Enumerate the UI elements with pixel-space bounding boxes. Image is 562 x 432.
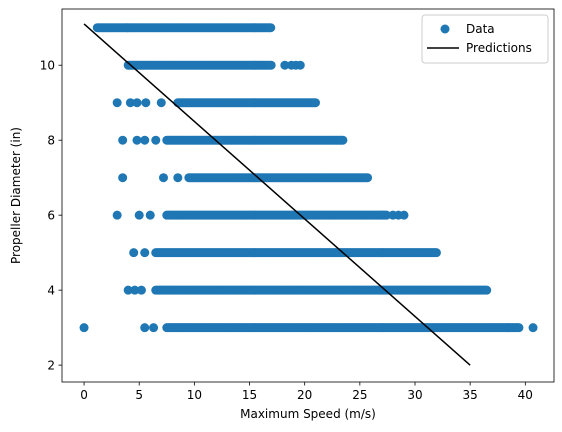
legend-predictions-label: Predictions [466, 41, 532, 55]
data-point [134, 210, 144, 220]
data-point [311, 98, 320, 108]
data-point [125, 98, 135, 108]
data-point [514, 323, 524, 333]
data-point [79, 323, 89, 333]
data-point [130, 285, 140, 295]
y-tick-label: 10 [40, 58, 55, 72]
data-point [338, 135, 348, 145]
x-tick-label: 10 [187, 388, 202, 402]
data-point [158, 173, 168, 183]
x-tick-label: 20 [297, 388, 312, 402]
x-axis-label: Maximum Speed (m/s) [240, 407, 376, 421]
data-point [149, 323, 159, 333]
data-point [140, 135, 150, 145]
data-point [173, 173, 183, 183]
x-tick-label: 5 [135, 388, 143, 402]
axes: 0 5 10 15 20 25 30 35 40 2 4 6 8 10 [40, 58, 533, 402]
data-point [112, 210, 122, 220]
data-point [140, 323, 150, 333]
data-point [382, 210, 392, 220]
data-point [136, 285, 146, 295]
data-point [132, 135, 142, 145]
y-tick-label: 2 [47, 358, 55, 372]
data-point [132, 98, 142, 108]
x-tick-label: 30 [407, 388, 422, 402]
data-point [141, 98, 151, 108]
x-tick-label: 0 [80, 388, 88, 402]
data-point [156, 98, 166, 108]
data-point [123, 285, 133, 295]
data-point [140, 248, 150, 258]
data-point [266, 23, 276, 33]
data-point [482, 285, 492, 295]
axes-frame [61, 8, 555, 383]
data-point [151, 135, 161, 145]
data-point [295, 60, 305, 70]
y-axis-label: Propeller Diameter (in) [9, 127, 23, 264]
data-point [118, 173, 128, 183]
x-tick-label: 25 [352, 388, 367, 402]
plot-area [79, 23, 538, 366]
data-point [363, 173, 373, 183]
data-point [112, 98, 122, 108]
x-tick-label: 15 [242, 388, 257, 402]
y-tick-label: 4 [47, 283, 55, 297]
y-tick-label: 8 [47, 133, 55, 147]
data-point [399, 210, 409, 220]
legend-data-label: Data [466, 22, 495, 36]
data-point [431, 248, 441, 258]
legend: Data Predictions [421, 14, 549, 64]
legend-data-marker [440, 24, 450, 34]
predictions-line [83, 23, 471, 366]
data-point [528, 323, 538, 333]
data-point [266, 60, 276, 70]
y-tick-label: 6 [47, 208, 55, 222]
x-tick-label: 35 [463, 388, 478, 402]
data-point [129, 248, 139, 258]
legend-box [421, 14, 549, 64]
data-point [280, 60, 290, 70]
data-point [118, 135, 128, 145]
data-point [145, 210, 155, 220]
x-tick-label: 40 [518, 388, 533, 402]
